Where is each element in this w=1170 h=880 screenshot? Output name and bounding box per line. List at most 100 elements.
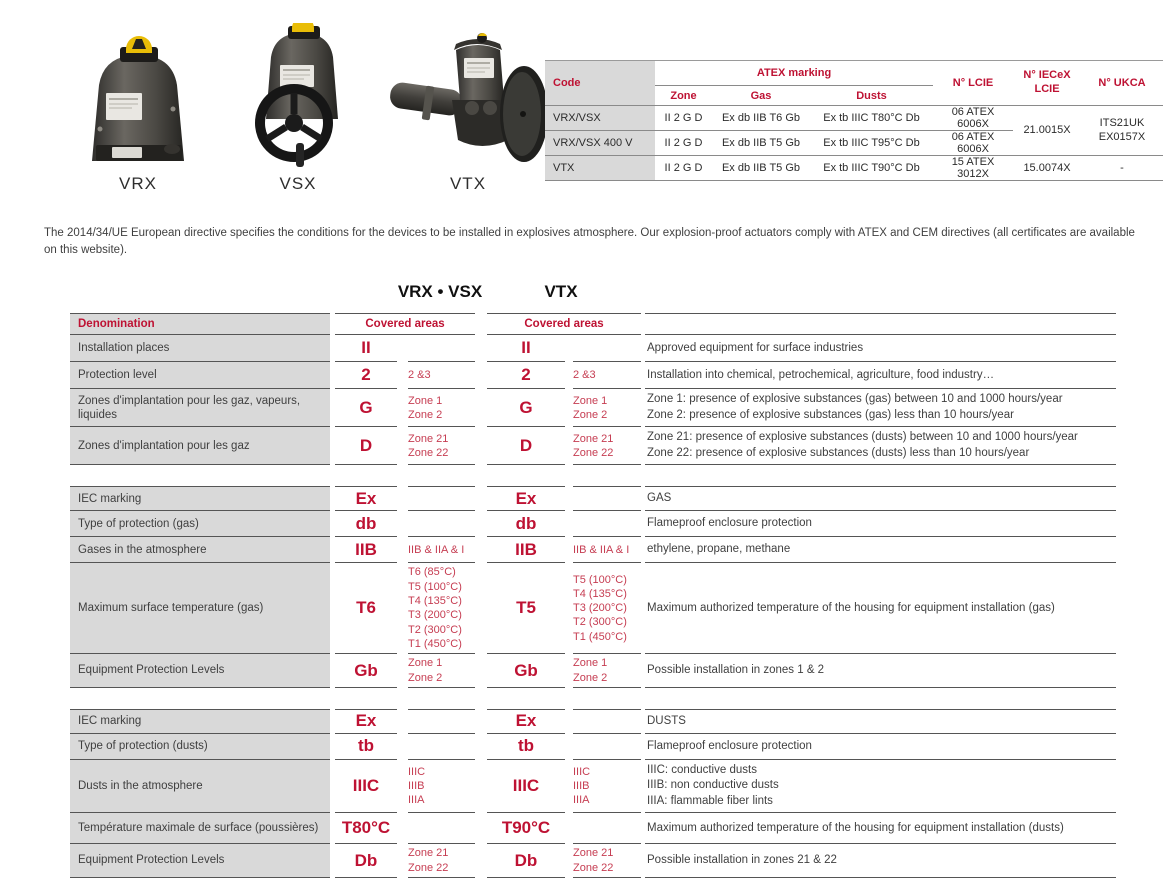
matrix-label-cell: IEC marking (70, 486, 330, 512)
matrix-subvalue-cell (573, 335, 641, 363)
matrix-label-cell: Maximum surface temperature (gas) (70, 563, 330, 655)
matrix-row-gases-atmosphere: Gases in the atmosphere IIB IIB & IIA & … (70, 537, 1116, 564)
matrix-subvalue-cell: 2 &3 (573, 362, 641, 390)
cert-cell-ukca-merged: ITS21UK EX0157X (1081, 105, 1163, 156)
matrix-desc-cell: ethylene, propane, methane (645, 537, 1116, 564)
cert-row-vrx-vsx-400v: VRX/VSX 400 V II 2 G D Ex db IIB T5 Gb E… (545, 130, 1163, 156)
matrix-value-cell: db (335, 511, 397, 538)
cert-cell-dusts: Ex tb IIIC T80°C Db (810, 105, 933, 131)
vrx-actuator-drawing (91, 36, 184, 161)
matrix-value-cell: D (487, 427, 565, 466)
matrix-row-temp-max-surface-dusts: Température maximale de surface (poussiè… (70, 813, 1116, 845)
matrix-desc-cell: Flameproof enclosure protection (645, 734, 1116, 760)
matrix-desc-cell: Zone 21: presence of explosive substance… (645, 427, 1116, 466)
matrix-label-cell: IEC marking (70, 708, 330, 734)
matrix-subvalue-cell (408, 708, 475, 734)
matrix-row-zones-gaz: Zones d'implantation pour les gaz D Zone… (70, 427, 1116, 466)
matrix-subvalue-cell: Zone 21 Zone 22 (408, 844, 475, 878)
matrix-subvalue-cell: Zone 1 Zone 2 (408, 389, 475, 428)
matrix-subvalue-cell: IIIC IIIB IIIA (573, 760, 641, 814)
matrix-subvalue-cell: IIIC IIIB IIIA (408, 760, 475, 814)
product-vtx: VTX (378, 16, 558, 194)
product-label-vrx: VRX (119, 174, 157, 193)
cert-cell-code: VRX/VSX 400 V (545, 130, 655, 156)
matrix-label-cell: Température maximale de surface (poussiè… (70, 813, 330, 845)
cert-header-code: Code (545, 60, 655, 106)
matrix-label-cell: Type of protection (dusts) (70, 733, 330, 760)
matrix-value-cell: G (487, 389, 565, 428)
matrix-desc-cell: Installation into chemical, petrochemica… (645, 362, 1116, 390)
matrix-desc-cell: Flameproof enclosure protection (645, 511, 1116, 538)
matrix-value-cell: IIIC (487, 760, 565, 814)
cert-cell-gas: Ex db IIB T6 Gb (712, 105, 810, 131)
cert-header-dusts: Dusts (810, 85, 933, 106)
matrix-value-cell: T90°C (487, 813, 565, 845)
matrix-row-type-protection-gas: Type of protection (gas) db db Flameproo… (70, 511, 1116, 538)
matrix-column-titles: VRX • VSX VTX (70, 280, 1116, 313)
cert-row-vrx-vsx: VRX/VSX II 2 G D Ex db IIB T6 Gb Ex tb I… (545, 105, 1163, 156)
matrix-row-protection-level: Protection level 2 2 &3 2 2 &3 Installat… (70, 362, 1116, 390)
matrix-subvalue-cell (573, 511, 641, 538)
matrix-subvalue-cell (573, 708, 641, 734)
cert-cell-zone: II 2 G D (655, 105, 712, 131)
matrix-value-cell: Db (335, 844, 397, 878)
matrix-header-row: Denomination Covered areas Covered areas (70, 313, 1116, 336)
matrix-desc-cell: Possible installation in zones 21 & 22 (645, 844, 1116, 878)
matrix-value-cell: db (487, 511, 565, 538)
matrix-desc-cell: Maximum authorized temperature of the ho… (645, 563, 1116, 655)
matrix-value-cell: Ex (487, 486, 565, 512)
vsx-actuator-drawing (254, 23, 338, 167)
matrix-value-cell: tb (487, 734, 565, 760)
matrix-value-cell: Gb (487, 654, 565, 688)
matrix-subvalue-cell (408, 486, 475, 512)
vsx-actuator-image (236, 16, 361, 168)
matrix-value-cell: Db (487, 844, 565, 878)
cert-cell-iecex: 15.0074X (1013, 155, 1081, 181)
matrix-label-cell: Type of protection (gas) (70, 511, 330, 538)
matrix-desc-cell: GAS (645, 486, 1116, 512)
matrix-value-cell: T80°C (335, 813, 397, 845)
cert-header-lcie: N° LCIE (933, 60, 1013, 106)
matrix-header-description (645, 313, 1116, 336)
matrix-label-cell: Dusts in the atmosphere (70, 759, 330, 814)
matrix-value-cell: 2 (487, 362, 565, 390)
matrix-row-type-protection-dusts: Type of protection (dusts) tb tb Flamepr… (70, 733, 1116, 760)
matrix-value-cell: Ex (335, 708, 397, 734)
matrix-value-cell: 2 (335, 362, 397, 390)
matrix-subvalue-cell: Zone 21 Zone 22 (408, 427, 475, 466)
matrix-label-cell: Zones d'implantation pour les gaz (70, 427, 330, 466)
position-indicator-icon (291, 23, 314, 32)
matrix-value-cell: Gb (335, 654, 397, 688)
matrix-value-cell: G (335, 389, 397, 428)
matrix-row-iec-marking-gas: IEC marking Ex Ex GAS (70, 486, 1116, 512)
matrix-value-cell: IIB (487, 537, 565, 564)
cert-cell-lcie: 15 ATEX 3012X (933, 155, 1013, 181)
matrix-subvalue-cell (408, 511, 475, 538)
matrix-value-cell: Ex (487, 708, 565, 734)
cert-header-gas: Gas (712, 85, 810, 106)
matrix-row-iec-marking-dusts: IEC marking Ex Ex DUSTS (70, 708, 1116, 734)
section-gap (70, 688, 1116, 709)
matrix-subvalue-cell: Zone 21 Zone 22 (573, 844, 641, 878)
cert-cell-gas: Ex db IIB T5 Gb (712, 155, 810, 181)
matrix-subvalue-cell (573, 486, 641, 512)
vrx-actuator-image (76, 16, 201, 168)
matrix-value-cell: Ex (335, 486, 397, 512)
vtx-actuator-image (386, 16, 551, 168)
matrix-row-dusts-atmosphere: Dusts in the atmosphere IIIC IIIC IIIB I… (70, 759, 1116, 814)
product-vrx: VRX (58, 16, 218, 194)
matrix-row-zones-gaz-vapeurs: Zones d'implantation pour les gaz, vapeu… (70, 389, 1116, 428)
matrix-label-cell: Zones d'implantation pour les gaz, vapeu… (70, 389, 330, 428)
matrix-subvalue-cell (408, 813, 475, 845)
matrix-subvalue-cell (408, 335, 475, 363)
matrix-title-vrx-vsx: VRX • VSX (397, 282, 483, 301)
matrix-value-cell: T5 (487, 563, 565, 655)
matrix-label-cell: Equipment Protection Levels (70, 654, 330, 688)
matrix-header-covered-areas-1: Covered areas (335, 313, 475, 336)
matrix-desc-cell: Zone 1: presence of explosive substances… (645, 389, 1116, 428)
matrix-desc-cell: DUSTS (645, 708, 1116, 734)
matrix-header-denomination: Denomination (70, 313, 330, 336)
matrix-label-cell: Installation places (70, 335, 330, 363)
position-indicator-icon (477, 33, 487, 36)
matrix-title-vtx: VTX (544, 282, 578, 301)
